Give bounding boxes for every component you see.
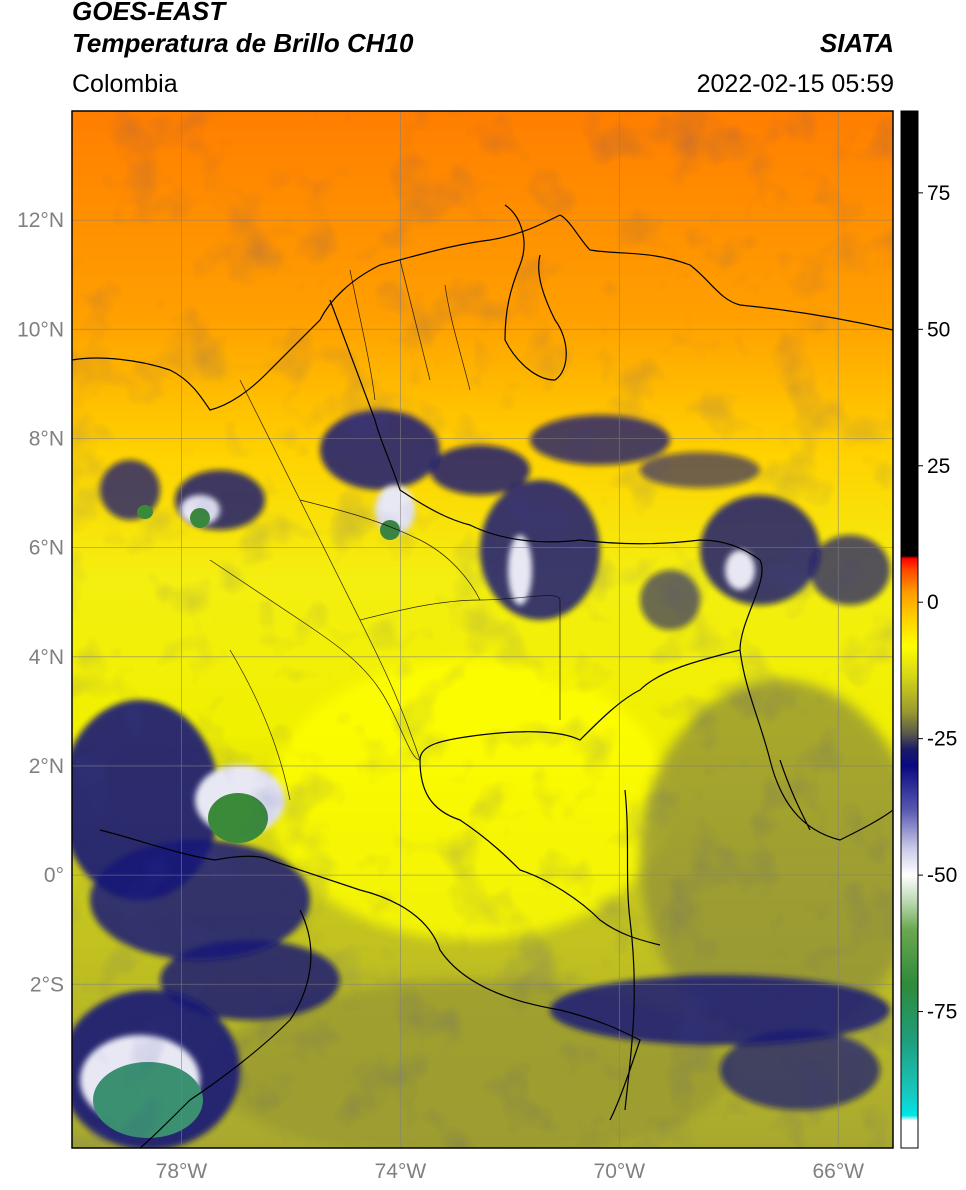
colorbar-tick-label: -25 bbox=[927, 728, 957, 751]
longitude-tick-label: 74°W bbox=[375, 1160, 427, 1183]
colorbar-tick-label: -75 bbox=[927, 1001, 957, 1024]
latitude-tick-label: 6°N bbox=[29, 537, 64, 560]
coastline-caribbean bbox=[72, 214, 561, 411]
product-subtitle: Temperatura de Brillo CH10 bbox=[72, 28, 414, 58]
department-boundary bbox=[349, 269, 376, 401]
latitude-tick-label: 10°N bbox=[17, 318, 64, 341]
map-frame bbox=[71, 110, 894, 1149]
latitude-tick-labels: 12°N 10°N 8°N 6°N 4°N 2°N 0° 2°S bbox=[17, 209, 64, 996]
department-boundary bbox=[239, 379, 421, 761]
department-borders bbox=[209, 259, 561, 801]
latitude-tick-label: 2°N bbox=[29, 755, 64, 778]
colorbar-frame bbox=[900, 110, 919, 1149]
lake-maracaibo-outline bbox=[504, 204, 567, 381]
longitude-tick-labels: 78°W 74°W 70°W 66°W bbox=[156, 1160, 865, 1183]
colorbar-tick-label: -50 bbox=[927, 864, 957, 887]
department-boundary bbox=[359, 595, 561, 720]
department-boundary bbox=[379, 689, 421, 761]
latitude-tick-label: 12°N bbox=[17, 209, 64, 232]
colorbar: 75 50 25 0 -25 -50 -75 bbox=[900, 110, 957, 1149]
latitude-tick-label: 8°N bbox=[29, 427, 64, 450]
border-ecuador-colombia bbox=[99, 829, 271, 861]
product-title: GOES-EAST bbox=[72, 0, 226, 26]
department-boundary bbox=[209, 559, 381, 691]
coastline-venezuela bbox=[559, 214, 893, 331]
texture-overlay bbox=[72, 111, 893, 1148]
colorbar-ticks: 75 50 25 0 -25 -50 -75 bbox=[918, 182, 957, 1024]
longitude-tick-label: 66°W bbox=[812, 1160, 864, 1183]
latitude-tick-label: 4°N bbox=[29, 646, 64, 669]
border-peru-colombia bbox=[269, 859, 641, 1121]
colorbar-gradient bbox=[901, 111, 918, 1148]
colorbar-tick-label: 50 bbox=[927, 318, 950, 341]
colorbar-tick-label: 25 bbox=[927, 455, 950, 478]
border-colombia-venezuela bbox=[329, 299, 893, 841]
border-ecuador-peru bbox=[139, 909, 312, 1148]
department-boundary bbox=[444, 284, 471, 391]
region-label: Colombia bbox=[72, 70, 178, 98]
datetime-label: 2022-02-15 05:59 bbox=[696, 70, 894, 98]
longitude-tick-label: 78°W bbox=[156, 1160, 208, 1183]
border-brazil-peru bbox=[624, 789, 635, 1111]
department-boundary bbox=[229, 649, 291, 801]
longitude-tick-label: 70°W bbox=[594, 1160, 646, 1183]
colorbar-tick-label: 0 bbox=[927, 591, 939, 614]
latitude-tick-label: 2°S bbox=[30, 973, 64, 996]
country-borders bbox=[72, 204, 893, 1148]
graticule bbox=[72, 111, 893, 1148]
latitude-tick-label: 0° bbox=[44, 864, 64, 887]
border-venezuela-brazil bbox=[779, 759, 811, 831]
source-label: SIATA bbox=[819, 28, 894, 58]
department-boundary bbox=[299, 499, 481, 601]
brightness-temperature-field bbox=[72, 111, 893, 1148]
department-boundary bbox=[399, 259, 431, 381]
colorbar-tick-label: 75 bbox=[927, 182, 950, 205]
